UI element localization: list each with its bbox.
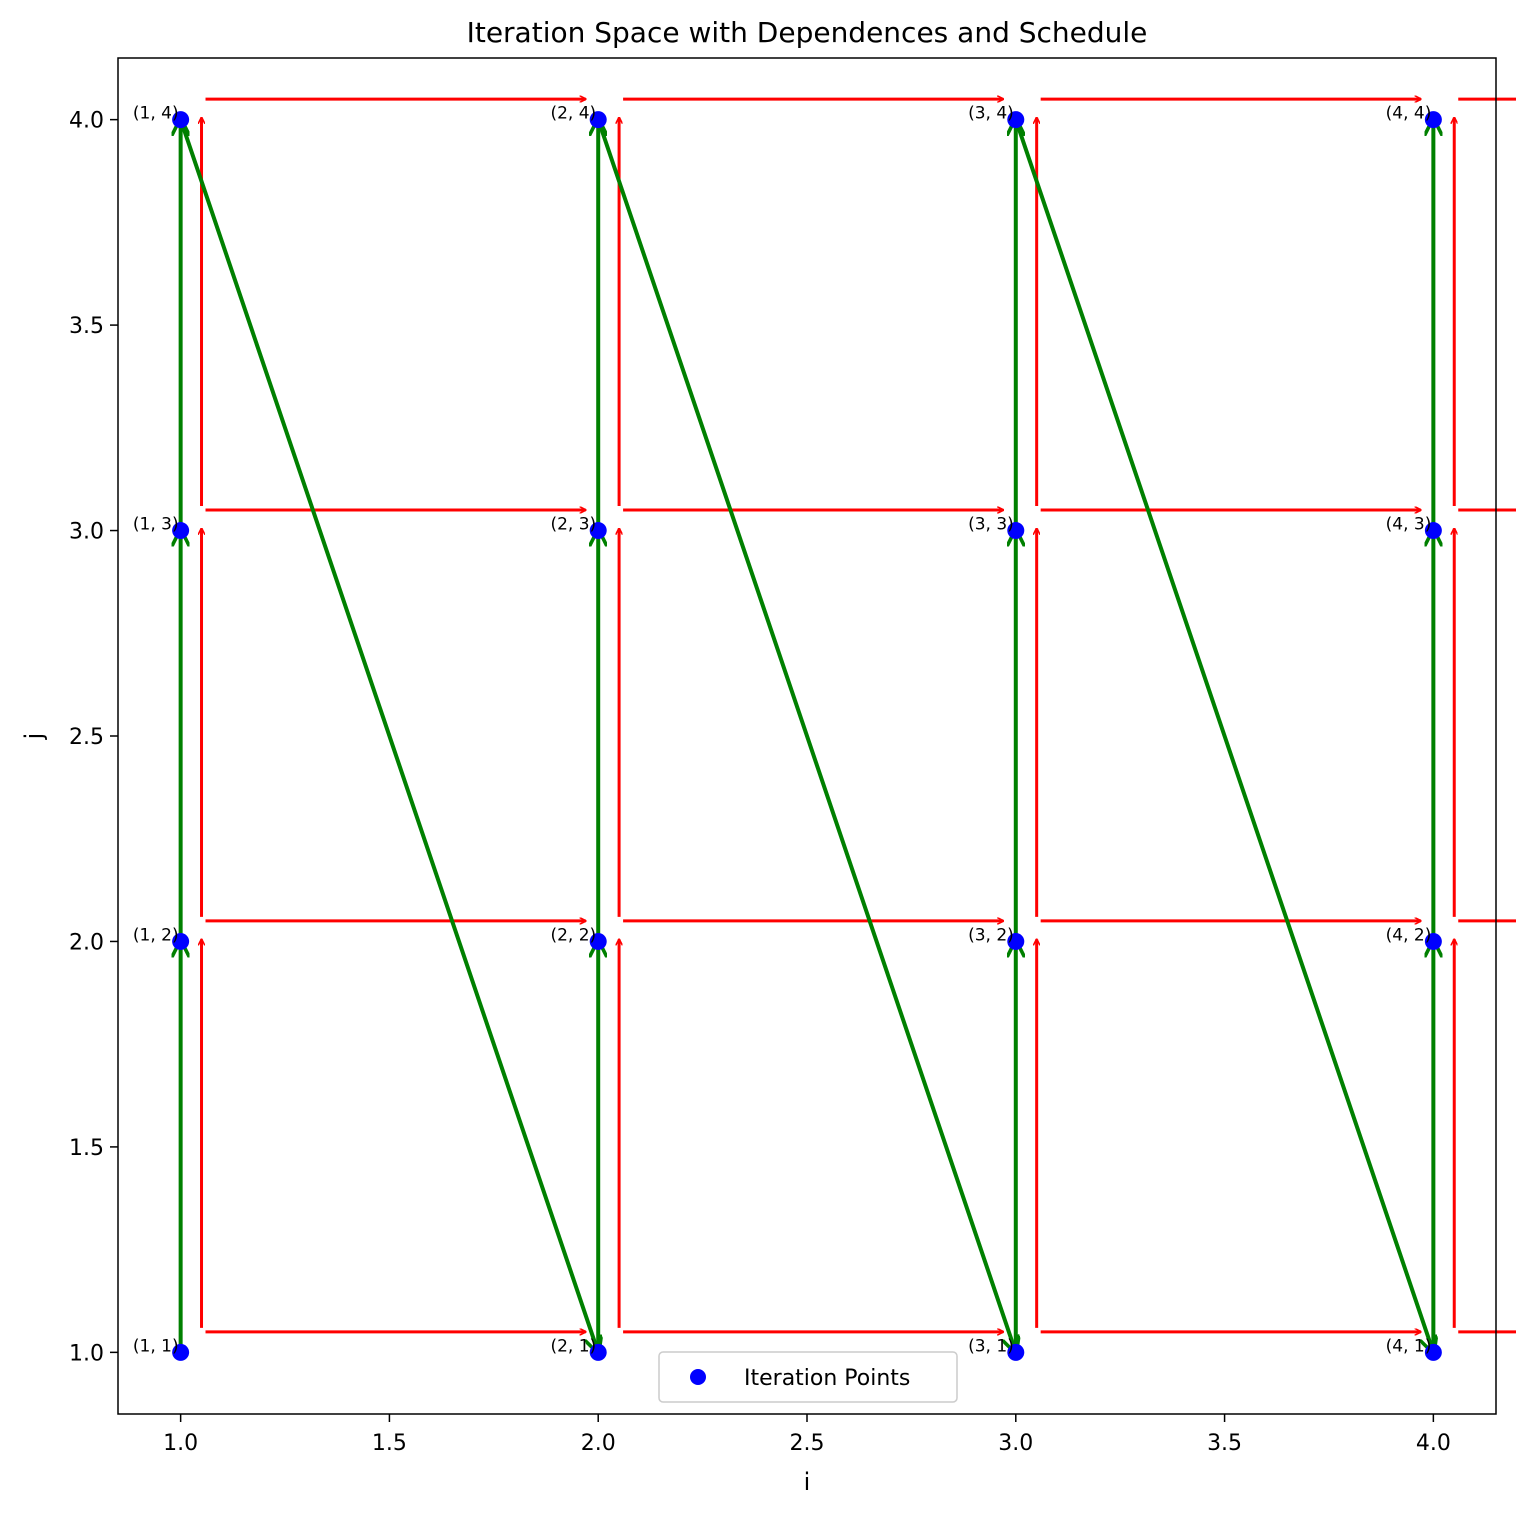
legend-marker-iteration-points	[690, 1369, 706, 1385]
x-tick-label: 1.0	[163, 1431, 198, 1456]
iteration-point	[1424, 522, 1442, 540]
iteration-point	[172, 522, 190, 540]
iteration-point-label: (2, 3)	[550, 515, 596, 535]
y-tick-label: 3.0	[69, 520, 104, 545]
x-tick-label: 1.5	[372, 1431, 407, 1456]
plot-area: (1, 1) (1, 2) (1, 3) (1, 4) (2, 1) (2, 2) (2, …	[133, 99, 1516, 1361]
iteration-point	[1007, 932, 1025, 950]
iteration-point	[172, 1343, 190, 1361]
iteration-point	[1007, 111, 1025, 129]
iteration-point-label: (2, 1)	[550, 1336, 596, 1356]
x-tick-label: 2.5	[790, 1431, 825, 1456]
y-tick-label: 1.0	[69, 1341, 104, 1366]
legend: Iteration Points	[658, 1351, 958, 1403]
x-axis-label: i	[804, 1468, 811, 1496]
iteration-point-label: (1, 1)	[133, 1336, 179, 1356]
iteration-point-label: (2, 4)	[550, 104, 596, 124]
iteration-point-label: (1, 3)	[133, 515, 179, 535]
iteration-point-label: (3, 4)	[968, 104, 1014, 124]
chart-title: Iteration Space with Dependences and Sch…	[467, 16, 1148, 49]
x-tick-label: 3.0	[998, 1431, 1033, 1456]
iteration-point-label: (3, 2)	[968, 925, 1014, 945]
iteration-point	[589, 111, 607, 129]
schedule-arrow	[1013, 118, 1434, 1353]
iteration-point-label: (4, 2)	[1386, 925, 1432, 945]
iteration-point	[589, 932, 607, 950]
iteration-point	[1424, 932, 1442, 950]
x-tick-label: 4.0	[1416, 1431, 1451, 1456]
iteration-point	[1007, 522, 1025, 540]
y-tick-label: 3.5	[69, 314, 104, 339]
iteration-point-label: (1, 4)	[133, 104, 179, 124]
iteration-point-label: (4, 4)	[1386, 104, 1432, 124]
iteration-point	[172, 111, 190, 129]
iteration-point	[1424, 111, 1442, 129]
schedule-arrow	[596, 118, 1016, 1353]
schedule-arrow	[178, 118, 599, 1353]
y-tick-label: 4.0	[69, 109, 104, 134]
iteration-point-label: (3, 1)	[968, 1336, 1014, 1356]
iteration-point-label: (3, 3)	[968, 515, 1014, 535]
iteration-point	[1007, 1343, 1025, 1361]
iteration-point	[589, 522, 607, 540]
iteration-point-label: (4, 1)	[1386, 1336, 1432, 1356]
iteration-point-label: (4, 3)	[1386, 515, 1432, 535]
y-axis-label: j	[20, 733, 48, 741]
iteration-point	[172, 932, 190, 950]
legend-box	[658, 1351, 958, 1403]
y-tick-label: 2.0	[69, 930, 104, 955]
legend-label-iteration-points: Iteration Points	[744, 1366, 910, 1391]
iteration-point-label: (1, 2)	[133, 925, 179, 945]
x-tick-label: 3.5	[1207, 1431, 1242, 1456]
y-tick-label: 1.5	[69, 1136, 104, 1161]
x-axis: 1.0 1.5 2.0 2.5 3.0 3.5 4.0	[163, 1414, 1451, 1456]
x-tick-label: 2.0	[581, 1431, 616, 1456]
iteration-point	[589, 1343, 607, 1361]
y-axis: 1.0 1.5 2.0 2.5 3.0 3.5 4.0	[69, 109, 118, 1366]
y-tick-label: 2.5	[69, 725, 104, 750]
iteration-point-label: (2, 2)	[550, 925, 596, 945]
iteration-point	[1424, 1343, 1442, 1361]
